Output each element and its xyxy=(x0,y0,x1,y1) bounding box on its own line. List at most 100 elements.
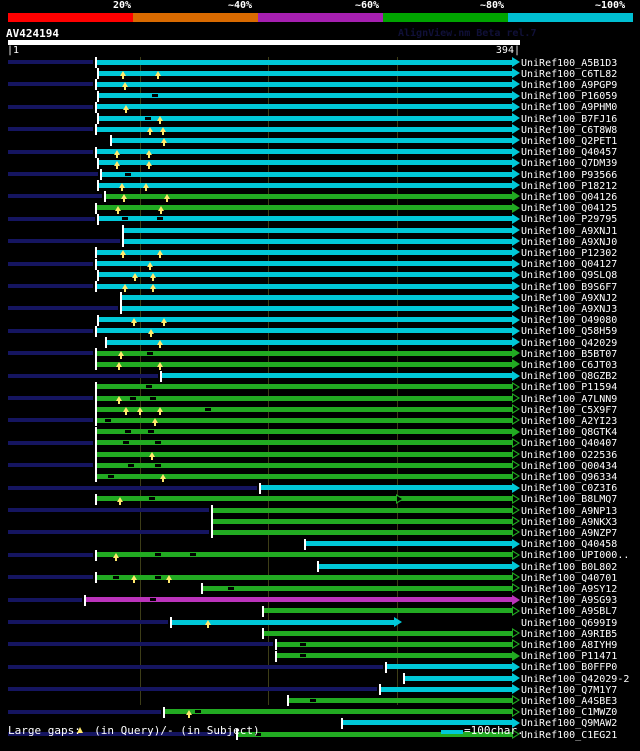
alignment-bar[interactable] xyxy=(275,653,512,659)
alignment-bar[interactable] xyxy=(95,440,512,446)
alignment-row[interactable] xyxy=(0,639,640,651)
alignment-bar[interactable] xyxy=(95,261,512,267)
hit-label[interactable]: UniRef100_Q8GTK4 xyxy=(521,427,618,439)
hit-label[interactable]: UniRef100_C6TL82 xyxy=(521,68,618,80)
hit-label[interactable]: UniRef100_Q00434 xyxy=(521,460,618,472)
hit-label[interactable]: UniRef100_O49080 xyxy=(521,315,618,327)
alignment-row[interactable] xyxy=(0,460,640,472)
hit-label[interactable]: UniRef100_C1EG21 xyxy=(521,729,618,741)
hit-label[interactable]: UniRef100_C6JT03 xyxy=(521,359,618,371)
hit-label[interactable]: UniRef100_A9PGP9 xyxy=(521,79,618,91)
alignment-bar[interactable] xyxy=(97,317,512,323)
alignment-row[interactable] xyxy=(0,684,640,696)
alignment-bar[interactable] xyxy=(341,720,512,726)
hit-label[interactable]: UniRef100_P12302 xyxy=(521,247,618,259)
hit-label[interactable]: UniRef100_B8LMQ7 xyxy=(521,494,618,506)
alignment-bar[interactable] xyxy=(105,339,512,345)
hit-label[interactable]: UniRef100_A9XNJ0 xyxy=(521,236,618,248)
alignment-row[interactable] xyxy=(0,269,640,281)
alignment-row[interactable] xyxy=(0,135,640,147)
alignment-bar[interactable] xyxy=(120,294,512,300)
hit-label[interactable]: UniRef100_B7FJ16 xyxy=(521,113,618,125)
alignment-bar[interactable] xyxy=(236,731,512,737)
alignment-bar[interactable] xyxy=(110,137,512,143)
alignment-row[interactable] xyxy=(0,572,640,584)
alignment-row[interactable] xyxy=(0,393,640,404)
hit-label[interactable]: UniRef100_UPI000.. xyxy=(521,550,630,562)
hit-label[interactable]: UniRef100_C1MWZ0 xyxy=(521,707,618,719)
hit-label[interactable]: UniRef100_A2YI23 xyxy=(521,415,618,427)
alignment-bar[interactable] xyxy=(95,574,512,580)
hit-label[interactable]: UniRef100_A5B1D3 xyxy=(521,57,618,69)
alignment-bar[interactable] xyxy=(317,563,512,569)
alignment-bar[interactable] xyxy=(259,485,512,491)
alignment-bar[interactable] xyxy=(95,104,512,110)
hit-label[interactable]: UniRef100_A9XNJ3 xyxy=(521,303,618,315)
alignment-bar[interactable] xyxy=(95,81,512,87)
hit-label[interactable]: UniRef100_A9NKX3 xyxy=(521,516,618,528)
alignment-row[interactable] xyxy=(0,482,640,494)
alignment-bar[interactable] xyxy=(95,406,512,412)
alignment-row[interactable] xyxy=(0,370,640,382)
alignment-bar[interactable] xyxy=(275,641,512,647)
alignment-bar[interactable] xyxy=(97,93,512,99)
hit-label[interactable]: UniRef100_C6T8W8 xyxy=(521,124,618,136)
hit-label[interactable]: UniRef100_A9RIB5 xyxy=(521,628,618,640)
hit-label[interactable]: UniRef100_B0FFP0 xyxy=(521,662,618,674)
alignment-row[interactable] xyxy=(0,359,640,371)
alignment-row[interactable] xyxy=(0,314,640,326)
alignment-row[interactable] xyxy=(0,225,640,236)
hit-label[interactable]: UniRef100_Q04126 xyxy=(521,191,618,203)
alignment-row[interactable] xyxy=(0,527,640,539)
hit-label[interactable]: UniRef100_Q96334 xyxy=(521,471,618,483)
alignment-bar[interactable] xyxy=(95,496,512,502)
hit-label[interactable]: UniRef100_B5BT07 xyxy=(521,348,618,360)
hit-label[interactable]: UniRef100_A9NP13 xyxy=(521,505,618,517)
alignment-row[interactable] xyxy=(0,68,640,80)
hit-label[interactable]: UniRef100_Q58H59 xyxy=(521,326,618,338)
alignment-row[interactable] xyxy=(0,180,640,192)
alignment-bar[interactable] xyxy=(104,193,512,199)
hit-label[interactable]: UniRef100_Q42029 xyxy=(521,337,618,349)
alignment-bar[interactable] xyxy=(120,305,512,311)
alignment-row[interactable] xyxy=(0,281,640,292)
hit-label[interactable]: UniRef100_Q9MAW2 xyxy=(521,718,618,730)
alignment-row[interactable] xyxy=(0,695,640,707)
hit-label[interactable]: UniRef100_Q699I9 xyxy=(521,617,618,629)
alignment-row[interactable] xyxy=(0,661,640,673)
hit-label[interactable]: UniRef100_A9PHM0 xyxy=(521,102,618,114)
alignment-row[interactable] xyxy=(0,348,640,360)
hit-label[interactable]: UniRef100_A8IYH9 xyxy=(521,639,618,651)
alignment-row[interactable] xyxy=(0,650,640,662)
alignment-row[interactable] xyxy=(0,594,640,606)
alignment-row[interactable] xyxy=(0,729,640,740)
alignment-bar[interactable] xyxy=(95,451,512,457)
alignment-bar[interactable] xyxy=(160,373,512,379)
hit-label[interactable]: UniRef100_Q40701 xyxy=(521,572,618,584)
alignment-bar[interactable] xyxy=(97,272,512,278)
alignment-row[interactable] xyxy=(0,673,640,684)
hit-label[interactable]: UniRef100_Q04127 xyxy=(521,259,618,271)
alignment-bar[interactable] xyxy=(97,115,512,121)
hit-label[interactable]: UniRef100_P18212 xyxy=(521,180,618,192)
alignment-bar[interactable] xyxy=(385,664,512,670)
alignment-bar[interactable] xyxy=(95,417,512,423)
alignment-row[interactable] xyxy=(0,157,640,169)
hit-label[interactable]: UniRef100_B0L802 xyxy=(521,561,618,573)
alignment-bar[interactable] xyxy=(95,126,512,132)
hit-label[interactable]: UniRef100_Q7M1Y7 xyxy=(521,684,618,696)
alignment-bar[interactable] xyxy=(95,395,512,401)
alignment-bar[interactable] xyxy=(287,697,512,703)
alignment-bar[interactable] xyxy=(163,709,512,715)
alignment-row[interactable] xyxy=(0,628,640,640)
alignment-bar[interactable] xyxy=(211,518,512,524)
alignment-row[interactable] xyxy=(0,325,640,337)
alignment-bar[interactable] xyxy=(95,328,512,334)
alignment-bar[interactable] xyxy=(122,238,512,244)
alignment-row[interactable] xyxy=(0,449,640,460)
hit-label[interactable]: UniRef100_A9SY12 xyxy=(521,583,618,595)
alignment-row[interactable] xyxy=(0,337,640,348)
alignment-bar[interactable] xyxy=(379,686,512,692)
alignment-bar[interactable] xyxy=(211,507,512,513)
hit-label[interactable]: UniRef100_A9SBL7 xyxy=(521,606,618,618)
